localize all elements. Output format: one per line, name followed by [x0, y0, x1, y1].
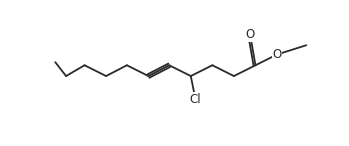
Text: O: O	[245, 28, 255, 41]
Text: O: O	[273, 48, 282, 61]
Text: Cl: Cl	[190, 93, 201, 106]
